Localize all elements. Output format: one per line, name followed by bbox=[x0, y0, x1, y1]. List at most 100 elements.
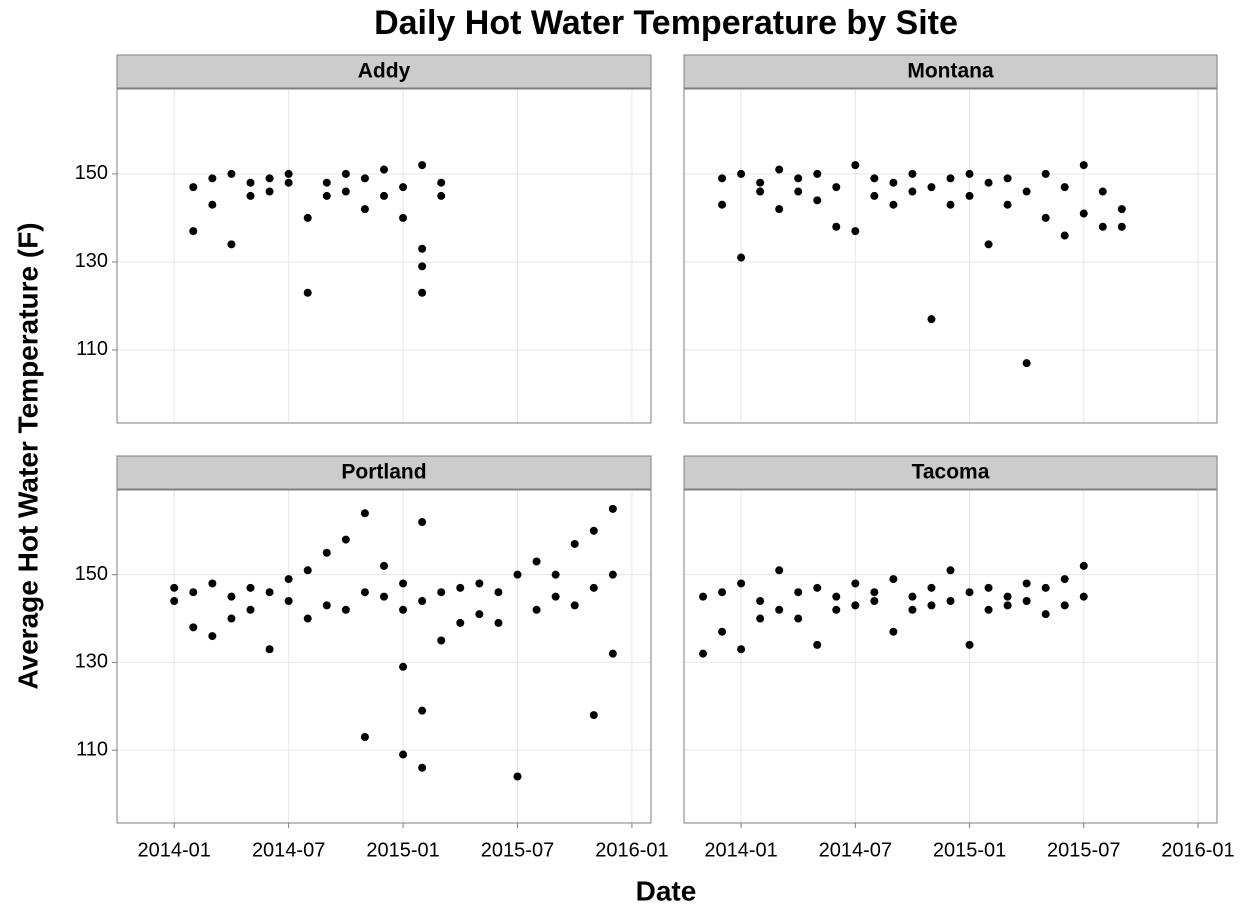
point bbox=[322, 178, 331, 187]
point bbox=[965, 640, 974, 649]
point bbox=[1060, 575, 1069, 584]
point bbox=[965, 191, 974, 200]
point bbox=[984, 178, 993, 187]
point bbox=[1022, 187, 1031, 196]
point bbox=[208, 632, 217, 641]
point bbox=[794, 614, 803, 623]
point bbox=[246, 178, 255, 187]
point bbox=[927, 583, 936, 592]
point bbox=[589, 711, 598, 720]
point bbox=[870, 174, 879, 183]
point bbox=[208, 200, 217, 209]
point bbox=[456, 583, 465, 592]
point bbox=[303, 566, 312, 575]
point bbox=[851, 227, 860, 236]
point bbox=[341, 535, 350, 544]
point bbox=[737, 645, 746, 654]
point bbox=[889, 200, 898, 209]
point bbox=[813, 196, 822, 205]
point bbox=[437, 588, 446, 597]
point bbox=[399, 662, 408, 671]
point bbox=[1060, 601, 1069, 610]
point bbox=[851, 579, 860, 588]
point bbox=[418, 244, 427, 253]
point bbox=[608, 504, 617, 513]
point bbox=[813, 640, 822, 649]
point bbox=[418, 706, 427, 715]
point bbox=[1060, 231, 1069, 240]
point bbox=[1003, 174, 1012, 183]
point bbox=[322, 601, 331, 610]
point bbox=[437, 178, 446, 187]
point bbox=[208, 579, 217, 588]
point bbox=[246, 583, 255, 592]
point bbox=[265, 174, 274, 183]
point bbox=[551, 592, 560, 601]
point bbox=[418, 597, 427, 605]
point bbox=[532, 605, 541, 614]
point bbox=[737, 579, 746, 588]
point bbox=[341, 169, 350, 178]
point bbox=[341, 187, 350, 196]
point bbox=[1079, 592, 1088, 601]
point bbox=[265, 187, 274, 196]
point bbox=[1060, 183, 1069, 192]
strip-label: Portland bbox=[341, 461, 426, 484]
point bbox=[813, 169, 822, 178]
point bbox=[418, 161, 427, 170]
point bbox=[718, 174, 727, 183]
point bbox=[984, 583, 993, 592]
point bbox=[889, 178, 898, 187]
point bbox=[775, 205, 784, 214]
point bbox=[360, 588, 369, 597]
x-tick-label: 2015-07 bbox=[1047, 839, 1120, 861]
point bbox=[437, 191, 446, 200]
point bbox=[718, 627, 727, 636]
point bbox=[513, 772, 522, 781]
panel-border bbox=[683, 489, 1218, 824]
point bbox=[851, 601, 860, 610]
panel-border bbox=[116, 489, 652, 824]
panel-background bbox=[117, 89, 651, 423]
point bbox=[946, 200, 955, 209]
point bbox=[832, 592, 841, 601]
point bbox=[360, 733, 369, 742]
point bbox=[870, 588, 879, 597]
point bbox=[437, 636, 446, 645]
point bbox=[870, 191, 879, 200]
point bbox=[927, 315, 936, 324]
point bbox=[946, 597, 955, 605]
point bbox=[208, 174, 217, 183]
point bbox=[189, 227, 198, 236]
point bbox=[1022, 597, 1031, 605]
strip-label: Montana bbox=[907, 60, 994, 83]
point bbox=[189, 588, 198, 597]
point bbox=[908, 169, 917, 178]
point bbox=[551, 570, 560, 579]
point bbox=[737, 253, 746, 262]
point bbox=[1098, 187, 1107, 196]
point bbox=[908, 592, 917, 601]
point bbox=[1098, 222, 1107, 231]
point bbox=[170, 597, 179, 605]
point bbox=[756, 187, 765, 196]
point bbox=[699, 649, 708, 658]
point bbox=[1022, 579, 1031, 588]
point bbox=[1041, 610, 1050, 619]
x-tick-label: 2014-07 bbox=[252, 839, 325, 861]
point bbox=[1041, 213, 1050, 222]
point bbox=[775, 566, 784, 575]
point bbox=[475, 610, 484, 619]
y-tick-label: 130 bbox=[75, 651, 108, 673]
x-tick-label: 2014-07 bbox=[819, 839, 892, 861]
point bbox=[608, 649, 617, 658]
point bbox=[418, 262, 427, 271]
point bbox=[794, 174, 803, 183]
point bbox=[965, 169, 974, 178]
point bbox=[1003, 200, 1012, 209]
point bbox=[908, 187, 917, 196]
point bbox=[399, 183, 408, 192]
point bbox=[399, 750, 408, 759]
point bbox=[756, 178, 765, 187]
point bbox=[380, 592, 388, 601]
